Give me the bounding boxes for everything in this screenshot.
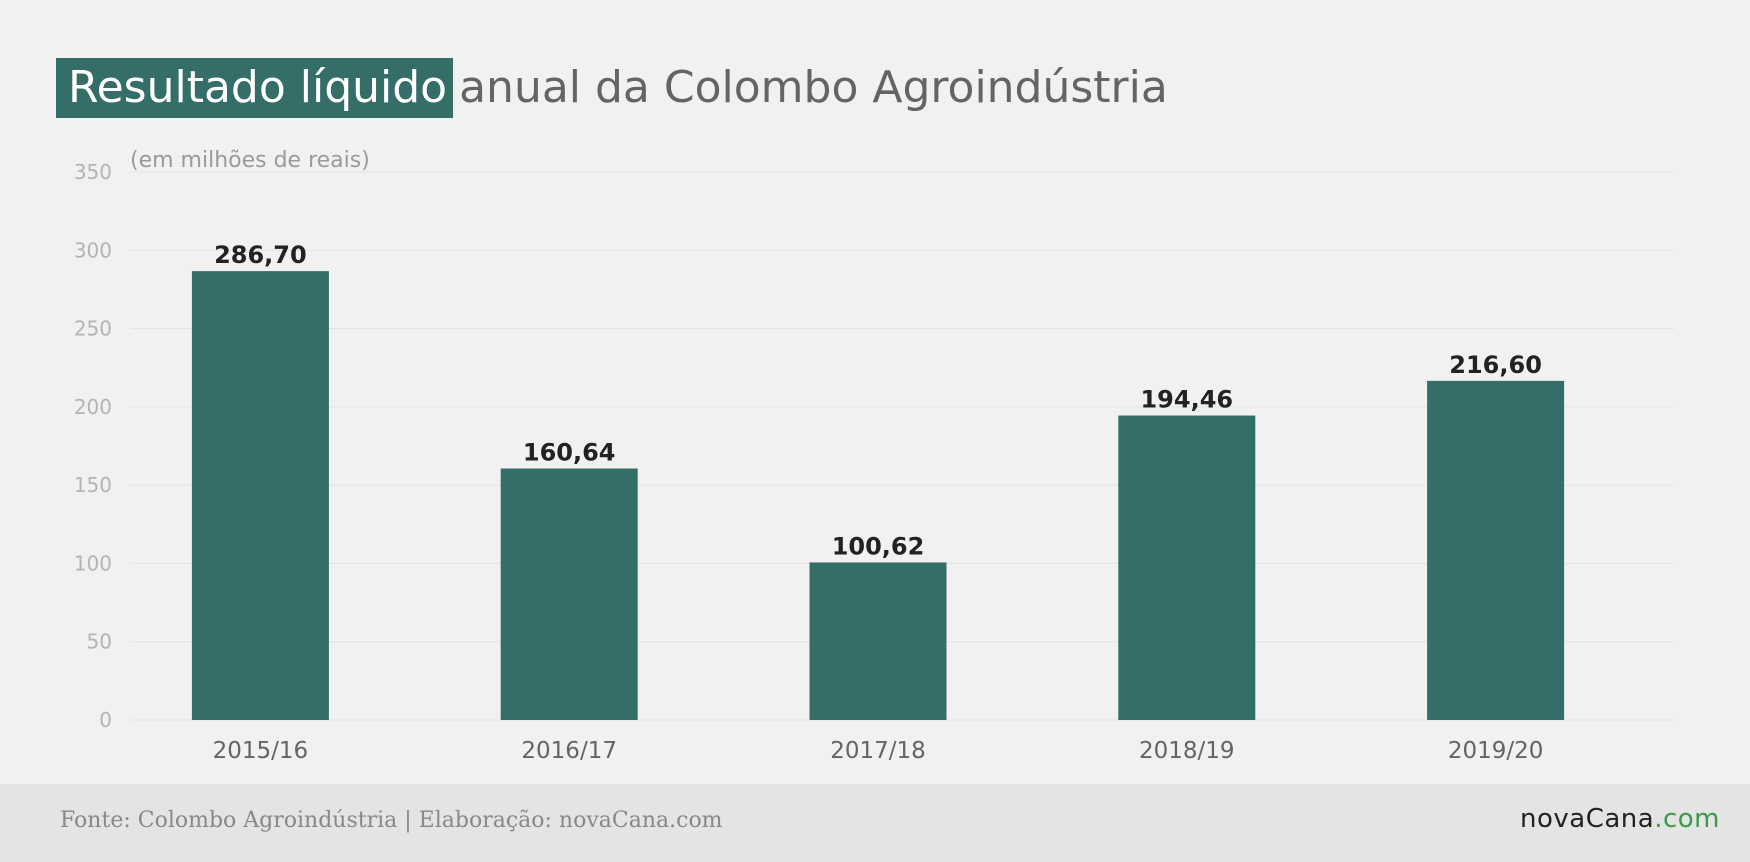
bar bbox=[500, 468, 638, 720]
y-tick-label: 200 bbox=[74, 395, 112, 419]
bar-value-label: 286,70 bbox=[214, 241, 307, 269]
y-tick-label: 250 bbox=[74, 317, 112, 341]
x-tick-label: 2016/17 bbox=[521, 738, 617, 764]
bar-value-label: 100,62 bbox=[832, 532, 925, 560]
chart-title: Resultado líquido anual da Colombo Agroi… bbox=[56, 58, 1168, 118]
x-tick-label: 2017/18 bbox=[830, 738, 926, 764]
bar bbox=[191, 271, 329, 720]
title-rest: anual da Colombo Agroindústria bbox=[459, 62, 1168, 113]
footer: Fonte: Colombo Agroindústria | Elaboraçã… bbox=[0, 784, 1750, 862]
chart-subtitle: (em milhões de reais) bbox=[130, 148, 370, 173]
logo-main-text: novaCana bbox=[1520, 804, 1655, 834]
bar-value-label: 160,64 bbox=[523, 438, 616, 466]
bar bbox=[1427, 380, 1565, 720]
bar bbox=[1118, 415, 1256, 720]
bar-chart: 0 50 100 150 200 250 300 350 (em milhões de reai… bbox=[74, 148, 1674, 764]
x-tick-label: 2018/19 bbox=[1139, 738, 1235, 764]
bar-value-label: 194,46 bbox=[1140, 386, 1233, 414]
novacana-logo: novaCana.com bbox=[1520, 804, 1720, 834]
bar bbox=[809, 562, 947, 720]
y-tick-label: 350 bbox=[74, 160, 112, 184]
x-tick-label: 2019/20 bbox=[1448, 738, 1544, 764]
x-tick-label: 2015/16 bbox=[213, 738, 309, 764]
y-tick-label: 50 bbox=[87, 630, 112, 654]
logo-tld-text: .com bbox=[1654, 804, 1720, 834]
y-tick-label: 300 bbox=[74, 238, 112, 262]
y-tick-label: 150 bbox=[74, 473, 112, 497]
y-tick-label: 100 bbox=[74, 551, 112, 575]
bar-value-label: 216,60 bbox=[1449, 351, 1542, 379]
source-text: Fonte: Colombo Agroindústria | Elaboraçã… bbox=[60, 808, 723, 833]
title-highlight: Resultado líquido bbox=[56, 58, 454, 118]
y-tick-label: 0 bbox=[99, 708, 112, 732]
